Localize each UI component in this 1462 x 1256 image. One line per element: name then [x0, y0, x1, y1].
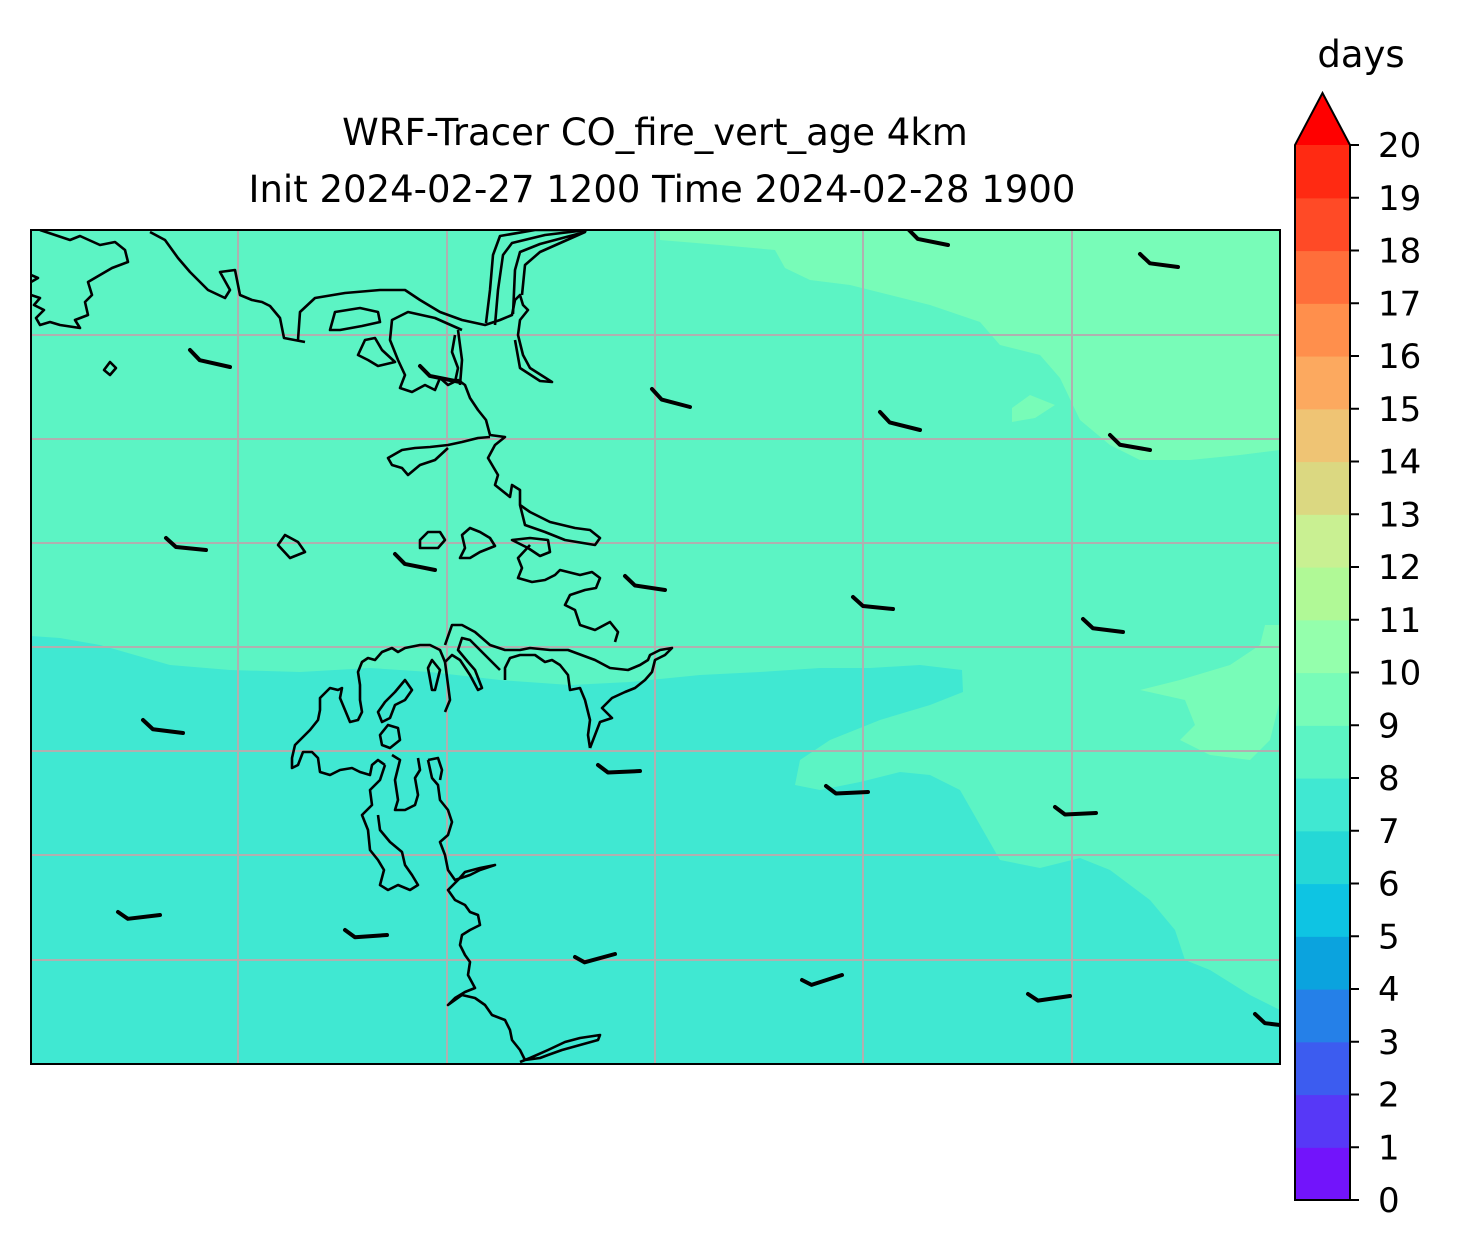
colorbar-tick-label: 6: [1378, 865, 1400, 905]
colorbar-tick-label: 9: [1378, 706, 1400, 746]
wind-barb: [800, 973, 844, 987]
colorbar-swatch: [1295, 303, 1350, 357]
colorbar-swatch: [1295, 197, 1350, 252]
colorbar-tick-label: 4: [1378, 970, 1400, 1010]
wind-barb: [623, 574, 667, 592]
map-frame: [30, 229, 1281, 1065]
colorbar-swatch: [1295, 778, 1350, 832]
colorbar-tick-label: 14: [1378, 443, 1421, 483]
colorbar-tick-label: 7: [1378, 812, 1400, 852]
colorbar-tick-label: 10: [1378, 654, 1421, 694]
colorbar-swatch: [1295, 250, 1350, 304]
colorbar-swatch: [1295, 1094, 1350, 1148]
wind-barb: [573, 952, 617, 965]
colorbar-tick-label: 18: [1378, 232, 1421, 272]
colorbar-swatch: [1295, 514, 1350, 568]
colorbar-swatch: [1295, 145, 1350, 199]
colorbar-tick-label: 11: [1378, 601, 1421, 641]
colorbar-swatch: [1295, 672, 1350, 726]
colorbar-swatch: [1295, 883, 1350, 937]
field-band-9-10: [660, 230, 1280, 760]
wind-barb: [906, 230, 950, 247]
colorbar-tick-label: 5: [1378, 917, 1400, 957]
wind-barb: [1081, 617, 1125, 634]
colorbar-tick-label: 13: [1378, 495, 1421, 535]
map-gridlines: [31, 230, 1280, 1064]
colorbar-swatch: [1295, 830, 1350, 885]
colorbar-swatch: [1295, 461, 1350, 515]
colorbar-tick-label: 0: [1378, 1181, 1400, 1221]
colorbar-swatch: [1295, 989, 1350, 1043]
wind-barb: [418, 364, 462, 384]
wind-barb: [1138, 252, 1180, 269]
colorbar-swatch: [1295, 725, 1350, 779]
colorbar-tick-label: 12: [1378, 548, 1421, 588]
wind-barb: [824, 784, 870, 796]
wind-barb: [1253, 1012, 1280, 1027]
wind-barb: [393, 552, 437, 572]
wind-barb: [878, 410, 922, 432]
wind-barb: [1108, 433, 1152, 452]
colorbar-swatch: [1295, 936, 1350, 990]
colorbar-extend-arrow: [1295, 93, 1350, 145]
colorbar-tick-label: 19: [1378, 179, 1421, 219]
map-title-line1: WRF-Tracer CO_fire_vert_age 4km: [342, 111, 968, 154]
colorbar-swatch: [1295, 567, 1350, 621]
colorbar-tick-label: 15: [1378, 390, 1421, 430]
wind-barb: [1026, 992, 1072, 1003]
wind-barb: [851, 595, 895, 611]
wind-barb: [116, 910, 162, 921]
colorbar-tick-label: 2: [1378, 1076, 1400, 1116]
wind-barb: [650, 387, 692, 409]
map-panel: [31, 230, 1280, 1064]
colorbar-swatch: [1295, 356, 1350, 410]
colorbar-swatch: [1295, 408, 1350, 463]
colorbar-tick-label: 20: [1378, 126, 1421, 166]
colorbar-tick-label: 17: [1378, 284, 1421, 324]
colorbar-swatch: [1295, 619, 1350, 674]
colorbar-swatch: [1295, 1147, 1350, 1201]
wind-barbs: [116, 230, 1280, 1027]
wind-barb: [164, 536, 208, 552]
coastlines: [31, 230, 674, 1064]
wind-barb: [188, 348, 232, 369]
colorbar-swatch: [1295, 1041, 1350, 1096]
colorbar-label: days: [1317, 33, 1404, 76]
colorbar-outline: [1294, 90, 1351, 1201]
wind-barb: [343, 928, 389, 940]
wind-barb: [596, 763, 642, 775]
wind-barb: [1053, 805, 1098, 817]
colorbar-tick-label: 16: [1378, 337, 1421, 377]
colorbar-tick-label: 3: [1378, 1023, 1400, 1063]
map-title-line2: Init 2024-02-27 1200 Time 2024-02-28 190…: [249, 168, 1076, 211]
colorbar-tick-label: 1: [1378, 1128, 1400, 1168]
colorbar-tick-label: 8: [1378, 759, 1400, 799]
wind-barb: [141, 718, 185, 735]
